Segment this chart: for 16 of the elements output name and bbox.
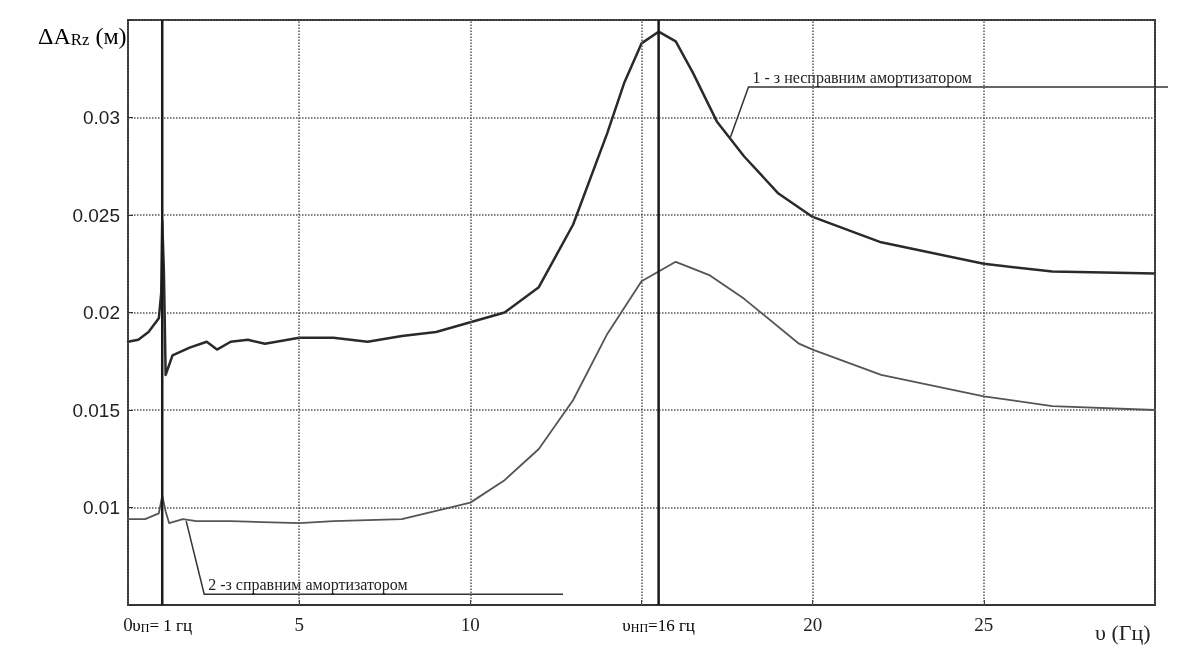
y-tick-label: 0.025: [72, 204, 120, 226]
y-tick-label: 0.015: [72, 399, 120, 421]
x-tick-label: 20: [803, 614, 823, 635]
y-tick-label: 0.01: [83, 497, 120, 518]
x-axis-title: υ (Гц): [1095, 619, 1151, 645]
x-tick-label: 0: [123, 614, 133, 635]
y-axis-title: ΔARz (м): [38, 23, 127, 49]
ref-line-label: υП= 1 гц: [132, 616, 193, 635]
x-tick-label: 5: [294, 614, 304, 635]
annotation: 2 -з справним амортизатором: [208, 575, 408, 594]
x-tick-label: 25: [974, 614, 994, 635]
annotation: 1 - з несправним амортизатором: [752, 68, 972, 87]
x-tick-label: 10: [460, 614, 480, 635]
ref-line-label: υНП=16 гц: [622, 616, 695, 635]
y-tick-label: 0.02: [83, 302, 120, 323]
y-tick-label: 0.03: [83, 107, 120, 128]
